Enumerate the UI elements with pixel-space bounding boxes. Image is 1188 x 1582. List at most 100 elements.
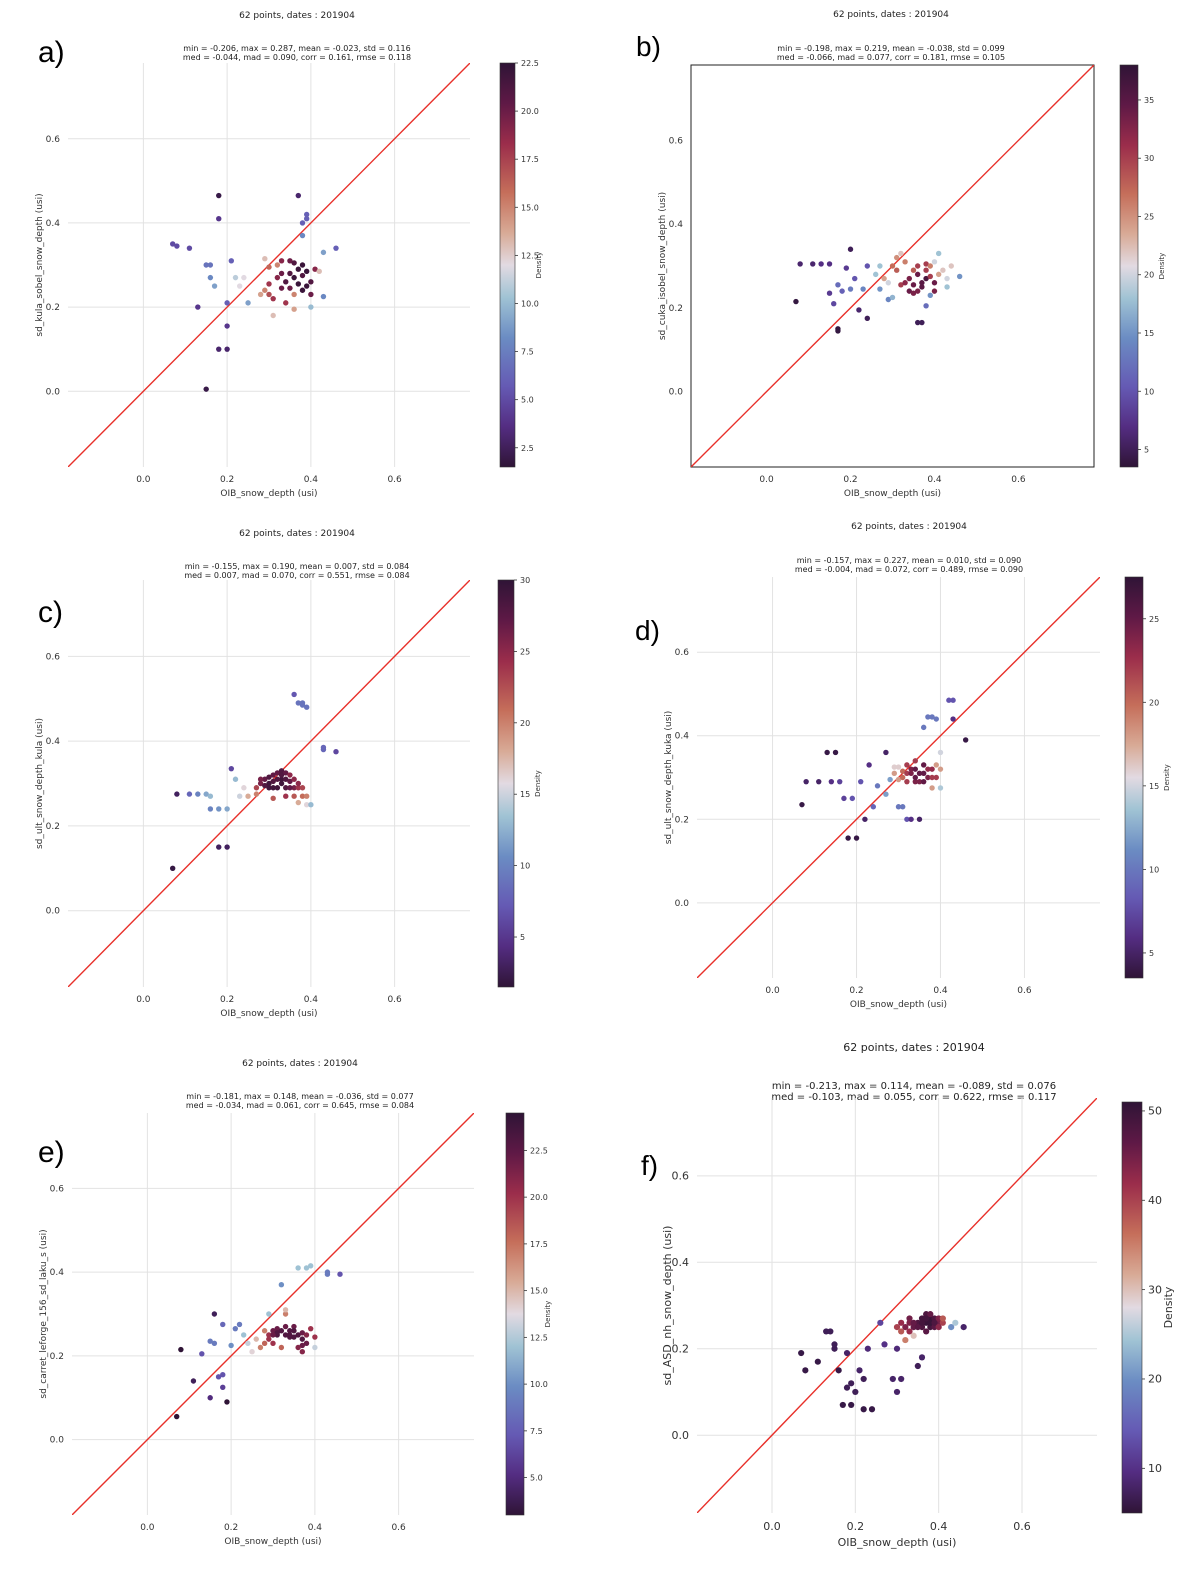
data-point	[278, 1328, 285, 1334]
data-point	[299, 793, 306, 799]
data-point	[224, 300, 230, 306]
colorbar-tick-label: 20	[1148, 1373, 1162, 1386]
colorbar-label: Density	[534, 770, 542, 797]
y-tick-label: 0.2	[669, 304, 683, 314]
y-tick-label: 0.4	[46, 219, 61, 229]
data-point	[266, 291, 272, 298]
y-tick-label: 0.0	[50, 1436, 65, 1446]
data-point	[195, 304, 201, 310]
data-point	[923, 267, 929, 273]
data-point	[278, 285, 285, 291]
data-point	[295, 266, 302, 272]
data-point	[904, 770, 910, 777]
data-point	[266, 780, 272, 787]
data-point	[910, 290, 917, 296]
data-point	[939, 1319, 946, 1326]
stats-line-1: min = -0.213, max = 0.114, mean = -0.089…	[772, 1081, 1056, 1092]
data-point	[270, 778, 276, 785]
colorbar	[497, 579, 515, 988]
y-axis-label: sd_carret_leforge_156_sd_laku_s (usi)	[39, 1229, 49, 1398]
data-point	[839, 1401, 846, 1409]
data-point	[860, 286, 866, 292]
data-point	[333, 245, 339, 251]
scatter-panel-b: b) 62 points, dates : 201904 min = -0.198,…	[636, 10, 1166, 499]
data-point	[929, 714, 935, 720]
panel-label: d)	[635, 615, 660, 646]
data-point	[950, 697, 956, 703]
data-point	[946, 697, 952, 703]
data-point	[828, 778, 835, 785]
data-point	[337, 1271, 343, 1277]
data-point	[303, 793, 310, 799]
data-point	[266, 1336, 272, 1342]
colorbar-tick-label: 40	[1148, 1194, 1162, 1207]
data-point	[295, 780, 302, 787]
data-point	[270, 1340, 276, 1347]
data-point	[220, 1384, 226, 1390]
data-point	[860, 1406, 867, 1413]
x-tick-label: 0.4	[308, 1523, 323, 1533]
data-point	[236, 283, 243, 289]
x-tick-label: 0.2	[843, 475, 857, 485]
data-point	[891, 764, 898, 770]
stats-line-2: med = -0.066, mad = 0.077, corr = 0.181,…	[777, 53, 1005, 62]
x-tick-label: 0.0	[759, 475, 774, 485]
data-point	[295, 1344, 301, 1351]
y-tick-label: 0.0	[669, 388, 684, 398]
data-point	[287, 285, 293, 291]
data-point	[274, 785, 281, 791]
data-point	[962, 737, 969, 743]
data-point	[283, 770, 289, 776]
data-point	[211, 1340, 218, 1347]
colorbar-tick-label: 15	[1144, 329, 1154, 338]
colorbar-tick-label: 5	[1149, 949, 1154, 958]
data-point	[283, 776, 289, 782]
data-point	[893, 254, 900, 261]
data-point	[308, 304, 314, 310]
y-axis-label: sd_kula_sobel_snow_depth (usi)	[35, 193, 45, 336]
data-point	[257, 776, 264, 782]
data-point	[889, 263, 896, 269]
data-point	[283, 279, 289, 285]
data-point	[927, 1311, 934, 1318]
y-tick-label: 0.2	[50, 1352, 64, 1362]
data-point	[898, 1319, 905, 1326]
colorbar-tick-label: 22.5	[530, 1146, 548, 1155]
data-point	[291, 291, 297, 298]
data-point	[262, 782, 268, 789]
x-tick-label: 0.2	[847, 1520, 865, 1533]
data-point	[299, 1330, 306, 1336]
data-point	[207, 1338, 213, 1344]
data-point	[893, 1345, 901, 1352]
data-point	[868, 1406, 876, 1413]
data-point	[898, 282, 904, 288]
y-tick-label: 0.6	[50, 1184, 65, 1194]
data-point	[262, 255, 268, 262]
data-point	[927, 292, 933, 299]
data-point	[236, 793, 243, 799]
data-point	[902, 259, 908, 265]
data-point	[186, 245, 193, 251]
data-point	[316, 268, 322, 275]
data-point	[933, 762, 939, 768]
data-point	[870, 804, 877, 810]
data-point	[893, 1388, 901, 1396]
x-axis-label: OIB_snow_depth (usi)	[224, 1537, 321, 1547]
data-point	[278, 1281, 285, 1288]
x-tick-label: 0.4	[933, 986, 948, 996]
data-point	[278, 776, 285, 782]
data-point	[816, 778, 822, 785]
x-axis-label: OIB_snow_depth (usi)	[850, 1000, 947, 1010]
data-point	[207, 1395, 213, 1401]
data-point	[831, 300, 837, 307]
data-point	[883, 749, 889, 756]
data-point	[948, 1324, 955, 1331]
colorbar-tick-label: 10.0	[530, 1380, 548, 1389]
x-tick-label: 0.2	[849, 986, 863, 996]
scatter-panel-f: f) 62 points, dates : 201904 min = -0.213,…	[641, 1041, 1175, 1549]
data-point	[303, 1332, 310, 1338]
data-point	[295, 700, 302, 706]
y-tick-label: 0.4	[669, 220, 684, 230]
data-point	[291, 306, 297, 312]
data-point	[307, 1325, 314, 1332]
